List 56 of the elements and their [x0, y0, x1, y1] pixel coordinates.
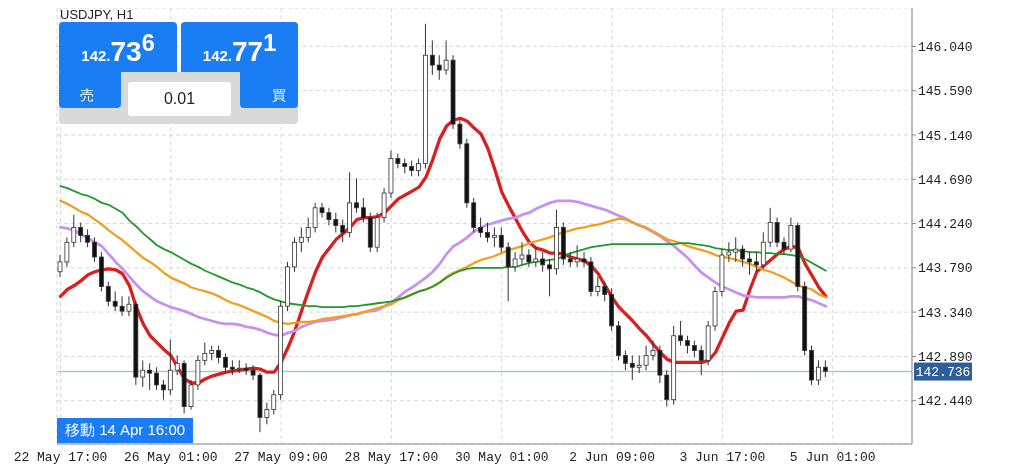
candlestick — [354, 177, 359, 214]
candlestick — [154, 366, 159, 391]
x-tick-label: 22 May 17:00 — [13, 450, 108, 466]
annotation: 買 — [272, 87, 286, 105]
candlestick — [340, 219, 346, 243]
y-tick-label: 145.590 — [918, 84, 973, 100]
candlestick — [78, 222, 84, 243]
y-tick-label: 143.340 — [918, 305, 973, 321]
annotation: 142.73$^{6}$ — [81, 30, 155, 68]
x-tick-label: 27 May 09:00 — [234, 450, 328, 466]
x-tick-label: 5 Jun 01:00 — [789, 450, 876, 466]
annotation: 0.01 — [162, 90, 197, 108]
candlestick — [747, 251, 752, 276]
y-tick-label: 142.440 — [918, 394, 973, 410]
candlestick — [478, 217, 484, 238]
x-tick-label: 2 Jun 09:00 — [569, 450, 655, 466]
candlestick — [140, 359, 146, 388]
candlestick — [161, 379, 166, 401]
candlestick — [602, 281, 608, 302]
candlestick — [760, 231, 766, 270]
candlestick — [540, 251, 546, 273]
candlestick — [92, 236, 97, 263]
annotation: 移動 14 Apr 16:00 — [57, 418, 194, 443]
y-tick-label: 142.890 — [918, 350, 973, 366]
candlestick — [816, 359, 821, 386]
candlestick — [167, 339, 173, 396]
x-tick-label: 28 May 17:00 — [344, 450, 439, 466]
candlestick — [623, 350, 628, 371]
y-tick-label: 143.790 — [918, 261, 973, 277]
candlestick — [105, 281, 111, 307]
candlestick — [485, 222, 490, 243]
candlestick — [629, 354, 635, 381]
annotation: 売 — [80, 87, 94, 105]
y-tick-label: 146.040 — [918, 40, 973, 55]
candlestick — [498, 226, 504, 253]
candlestick — [733, 236, 739, 263]
y-tick-label: 144.240 — [918, 217, 973, 233]
chart-title: USDJPY, H1 — [60, 7, 134, 22]
candlestick — [754, 251, 759, 273]
candlestick — [429, 39, 435, 76]
candlestick — [547, 258, 552, 297]
candlestick — [740, 244, 746, 268]
annotation: 142.77$^{1}$ — [202, 30, 277, 68]
x-tick-label: 26 May 01:00 — [123, 450, 218, 466]
candlestick — [223, 352, 228, 374]
line-series — [59, 185, 827, 309]
candlestick — [678, 320, 683, 347]
y-tick-label: 145.140 — [918, 128, 973, 144]
x-tick-label: 30 May 01:00 — [454, 450, 549, 466]
candlestick — [298, 226, 304, 253]
y-tick-label: 144.690 — [918, 172, 973, 188]
x-tick-label: 3 Jun 17:00 — [679, 450, 766, 466]
candlestick — [147, 362, 153, 391]
ref-line-label: 142.736 — [915, 365, 971, 381]
candlestick — [360, 197, 366, 224]
candlestick — [492, 226, 497, 248]
